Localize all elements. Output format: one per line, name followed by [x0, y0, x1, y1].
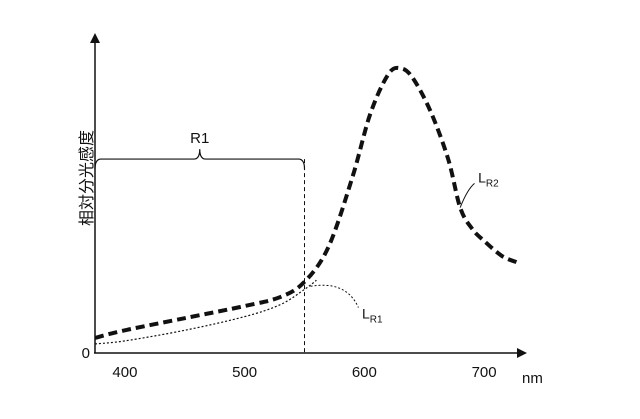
- x-tick-label-400: 400: [112, 364, 137, 381]
- series-label-sub-LR2: R2: [486, 178, 499, 189]
- series-line-LR2: [95, 68, 516, 338]
- spectral-sensitivity-chart: 相対分光感度 nm 4005006007000 R1 LR2LR1: [0, 0, 640, 419]
- range-brace-R1: [95, 149, 305, 169]
- x-tick-label-700: 700: [472, 364, 497, 381]
- series-label-LR1: LR1: [362, 306, 383, 326]
- y-axis-label: 相対分光感度: [78, 130, 96, 226]
- x-tick-label-600: 600: [352, 364, 377, 381]
- x-tick-label-500: 500: [232, 364, 257, 381]
- leader-line-LR1: [310, 285, 358, 307]
- y-tick-label-0: 0: [82, 345, 90, 362]
- x-axis-label: nm: [522, 370, 543, 387]
- series-label-sub-LR1: R1: [370, 315, 383, 326]
- series-label-main-LR2: L: [478, 169, 486, 185]
- range-label-R1: R1: [190, 130, 209, 147]
- leader-line-LR2: [460, 183, 474, 207]
- series-label-LR2: LR2: [478, 169, 499, 189]
- series-label-main-LR1: L: [362, 306, 370, 322]
